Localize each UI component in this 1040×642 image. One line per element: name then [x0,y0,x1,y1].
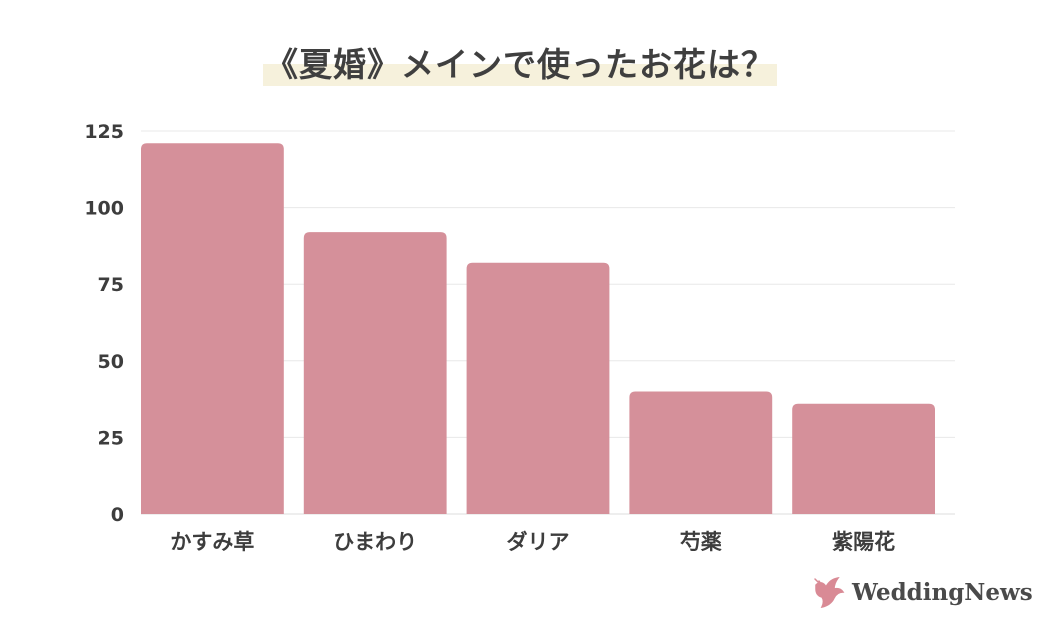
bar [303,232,447,514]
brand-name: WeddingNews [852,578,1033,606]
bar [629,391,773,514]
y-tick-label: 125 [84,121,124,143]
y-tick-label: 75 [98,274,124,296]
y-tick-label: 100 [84,198,124,220]
x-tick-label: 芍薬 [680,530,722,554]
x-tick-label: かすみ草 [170,530,254,554]
y-axis-ticks: 0 25 50 75 100 125 [84,121,124,526]
bar [141,143,284,515]
x-tick-label: ひまわり [333,530,417,554]
x-tick-label: ダリア [507,530,570,554]
bar [792,403,935,514]
x-tick-label: 紫陽花 [832,530,895,554]
y-tick-label: 25 [98,427,124,449]
y-tick-label: 0 [111,504,124,526]
chart-title: 《夏婚》メインで使ったお花は？ [263,38,777,86]
x-axis-labels: かすみ草 ひまわり ダリア 芍薬 紫陽花 [170,530,895,554]
bars [141,143,935,515]
y-tick-label: 50 [98,351,124,373]
bar [466,262,610,514]
dove-icon [814,576,845,609]
brand-logo: WeddingNews [812,575,1033,609]
